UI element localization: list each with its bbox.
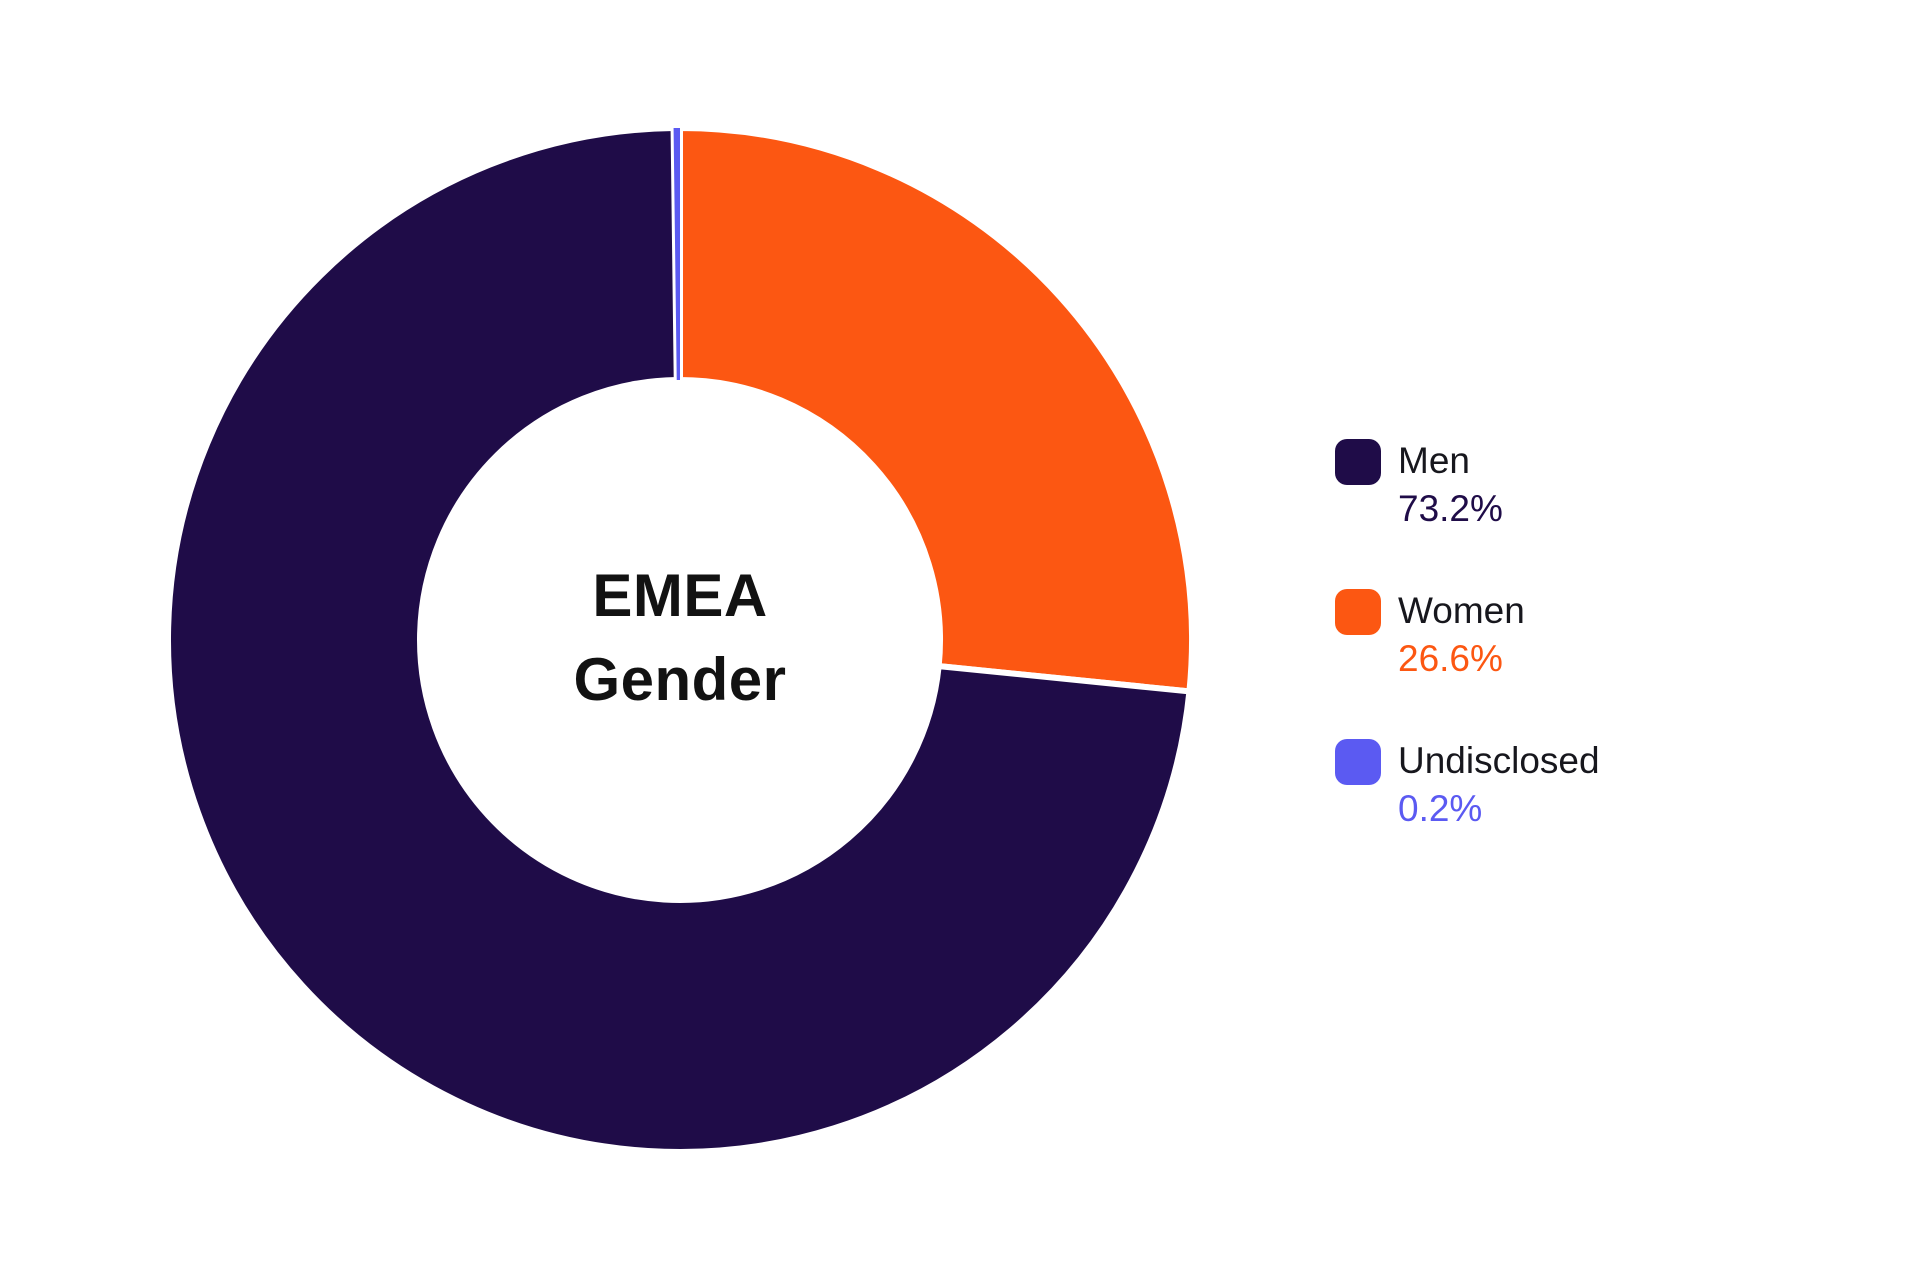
legend-swatch-women — [1335, 589, 1381, 635]
legend-item-undisclosed: Undisclosed 0.2% — [1335, 737, 1600, 833]
center-label-line1: EMEA — [592, 562, 768, 629]
donut-slice-men — [165, 124, 1193, 1155]
legend-value-women: 26.6% — [1398, 638, 1503, 679]
legend-item-women: Women 26.6% — [1335, 587, 1600, 683]
legend-label-women: Women — [1398, 590, 1525, 631]
donut-slice-undisclosed — [673, 128, 680, 381]
chart-legend: Men 73.2% Women 26.6% Undisclosed 0.2% — [1335, 437, 1600, 887]
donut-center-label: EMEA Gender — [573, 554, 786, 722]
legend-value-undisclosed: 0.2% — [1398, 788, 1483, 829]
legend-swatch-men — [1335, 439, 1381, 485]
legend-item-men: Men 73.2% — [1335, 437, 1600, 533]
donut-slice-women — [677, 124, 1195, 695]
legend-value-men: 73.2% — [1398, 488, 1503, 529]
legend-label-undisclosed: Undisclosed — [1398, 740, 1600, 781]
legend-swatch-undisclosed — [1335, 739, 1381, 785]
center-label-line2: Gender — [573, 646, 787, 713]
legend-label-men: Men — [1398, 440, 1470, 481]
